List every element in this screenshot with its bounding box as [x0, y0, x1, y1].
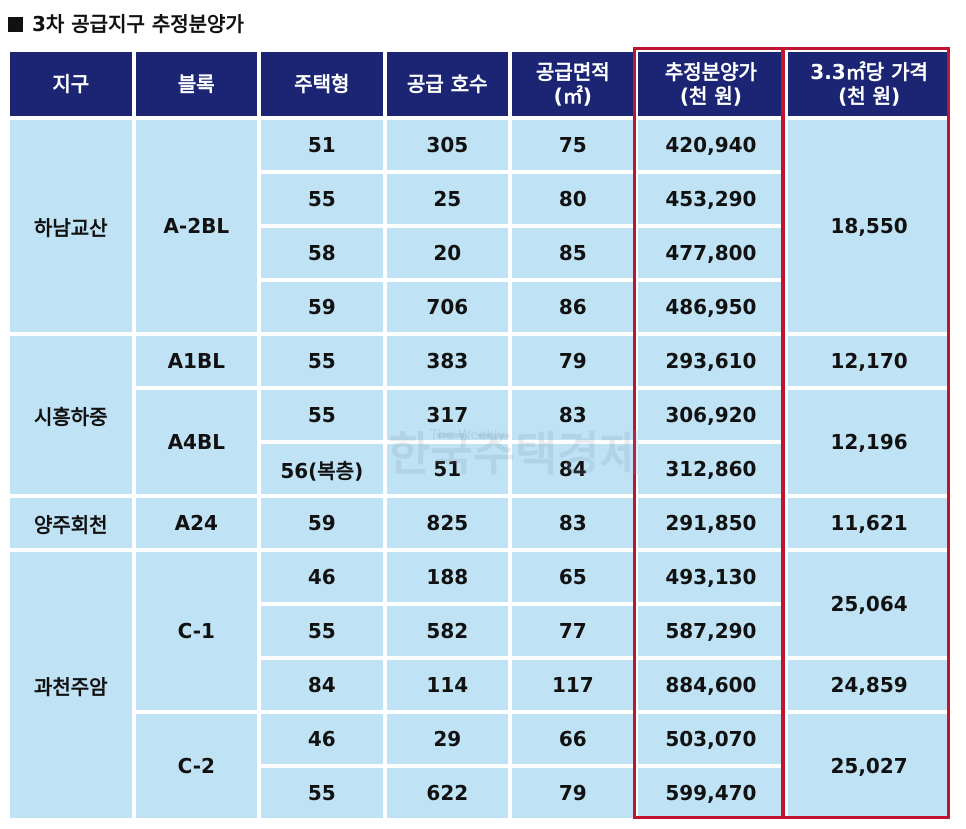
header-row: 지구 블록 주택형 공급 호수 공급면적 (㎡) 추정분양가 (천 원) 3.3㎡당… [10, 52, 950, 116]
housing-type-cell: 46 [261, 714, 383, 764]
supply-units-cell: 383 [386, 336, 509, 386]
supply-units-cell: 582 [386, 606, 509, 656]
block-cell: A24 [135, 498, 258, 548]
block-cell: A4BL [135, 390, 258, 494]
estimated-price-cell: 291,850 [637, 498, 785, 548]
housing-type-cell: 55 [261, 606, 383, 656]
block-cell: A1BL [135, 336, 258, 386]
square-bullet-icon [8, 17, 23, 32]
estimated-price-cell: 599,470 [637, 768, 785, 818]
supply-units-cell: 29 [386, 714, 509, 764]
estimated-price-cell: 486,950 [637, 282, 785, 332]
price-per-pyeong-cell: 24,859 [788, 660, 950, 710]
supply-area-cell: 85 [512, 228, 634, 278]
housing-type-cell: 58 [261, 228, 383, 278]
district-cell: 시흥하중 [10, 336, 132, 494]
price-table: 지구 블록 주택형 공급 호수 공급면적 (㎡) 추정분양가 (천 원) 3.3㎡당… [6, 48, 954, 822]
housing-type-cell: 55 [261, 336, 383, 386]
block-cell: A-2BL [135, 120, 258, 332]
price-per-pyeong-cell: 18,550 [788, 120, 950, 332]
supply-area-cell: 77 [512, 606, 634, 656]
supply-units-cell: 305 [386, 120, 509, 170]
estimated-price-cell: 503,070 [637, 714, 785, 764]
price-per-pyeong-cell: 12,170 [788, 336, 950, 386]
price-per-pyeong-cell: 25,064 [788, 552, 950, 656]
supply-units-cell: 317 [386, 390, 509, 440]
table-row: 55 25 80 453,290 [10, 174, 950, 224]
table-row: 84 114 117 884,600 24,859 [10, 660, 950, 710]
supply-units-cell: 706 [386, 282, 509, 332]
header-supply-units: 공급 호수 [386, 52, 509, 116]
supply-area-cell: 83 [512, 498, 634, 548]
supply-area-cell: 66 [512, 714, 634, 764]
table-row: 하남교산 A-2BL 51 305 75 420,940 18,550 [10, 120, 950, 332]
estimated-price-cell: 884,600 [637, 660, 785, 710]
supply-units-cell: 51 [386, 444, 509, 494]
estimated-price-cell: 477,800 [637, 228, 785, 278]
supply-area-cell: 80 [512, 174, 634, 224]
estimated-price-cell: 587,290 [637, 606, 785, 656]
supply-area-cell: 79 [512, 768, 634, 818]
housing-type-cell: 55 [261, 768, 383, 818]
table-row: 양주회천 A24 59 825 83 291,850 11,621 [10, 498, 950, 548]
supply-units-cell: 622 [386, 768, 509, 818]
table-row: 55 582 77 587,290 [10, 606, 950, 656]
supply-units-cell: 188 [386, 552, 509, 602]
supply-area-cell: 79 [512, 336, 634, 386]
estimated-price-cell: 293,610 [637, 336, 785, 386]
table-row: 56(복층) 51 84 312,860 [10, 444, 950, 494]
housing-type-cell: 59 [261, 498, 383, 548]
price-per-pyeong-cell: 11,621 [788, 498, 950, 548]
header-block: 블록 [135, 52, 258, 116]
housing-type-cell: 51 [261, 120, 383, 170]
table-row: C-2 46 29 66 503,070 25,027 [10, 714, 950, 818]
title-text: 3차 공급지구 추정분양가 [32, 12, 244, 36]
supply-area-cell: 86 [512, 282, 634, 332]
supply-units-cell: 114 [386, 660, 509, 710]
housing-type-cell: 55 [261, 174, 383, 224]
supply-area-cell: 65 [512, 552, 634, 602]
table-row: 과천주암 C-1 46 188 65 493,130 25,064 [10, 552, 950, 818]
estimated-price-cell: 312,860 [637, 444, 785, 494]
district-cell: 하남교산 [10, 120, 132, 332]
housing-type-cell: 59 [261, 282, 383, 332]
district-cell: 양주회천 [10, 498, 132, 548]
supply-area-cell: 84 [512, 444, 634, 494]
district-cell: 과천주암 [10, 552, 132, 818]
housing-type-cell: 84 [261, 660, 383, 710]
table-row: 59 706 86 486,950 [10, 282, 950, 332]
table-row: A4BL 55 317 83 306,920 12,196 [10, 390, 950, 494]
table-row: 55 622 79 599,470 [10, 768, 950, 818]
header-supply-area: 공급면적 (㎡) [512, 52, 634, 116]
supply-units-cell: 20 [386, 228, 509, 278]
estimated-price-cell: 493,130 [637, 552, 785, 602]
block-cell: C-2 [135, 714, 258, 818]
header-housing-type: 주택형 [261, 52, 383, 116]
supply-area-cell: 117 [512, 660, 634, 710]
estimated-price-cell: 420,940 [637, 120, 785, 170]
table-row: 58 20 85 477,800 [10, 228, 950, 278]
supply-area-cell: 75 [512, 120, 634, 170]
housing-type-cell: 56(복층) [261, 444, 383, 494]
block-cell: C-1 [135, 552, 258, 710]
supply-units-cell: 825 [386, 498, 509, 548]
housing-type-cell: 46 [261, 552, 383, 602]
estimated-price-cell: 306,920 [637, 390, 785, 440]
estimated-price-cell: 453,290 [637, 174, 785, 224]
price-per-pyeong-cell: 12,196 [788, 390, 950, 494]
table-row: 시흥하중 A1BL 55 383 79 293,610 12,170 [10, 336, 950, 494]
price-per-pyeong-cell: 25,027 [788, 714, 950, 818]
page-title: 3차 공급지구 추정분양가 [8, 8, 244, 40]
supply-units-cell: 25 [386, 174, 509, 224]
header-district: 지구 [10, 52, 132, 116]
supply-area-cell: 83 [512, 390, 634, 440]
header-price-per-pyeong: 3.3㎡당 가격 (천 원) [788, 52, 950, 116]
header-estimated-price: 추정분양가 (천 원) [637, 52, 785, 116]
housing-type-cell: 55 [261, 390, 383, 440]
